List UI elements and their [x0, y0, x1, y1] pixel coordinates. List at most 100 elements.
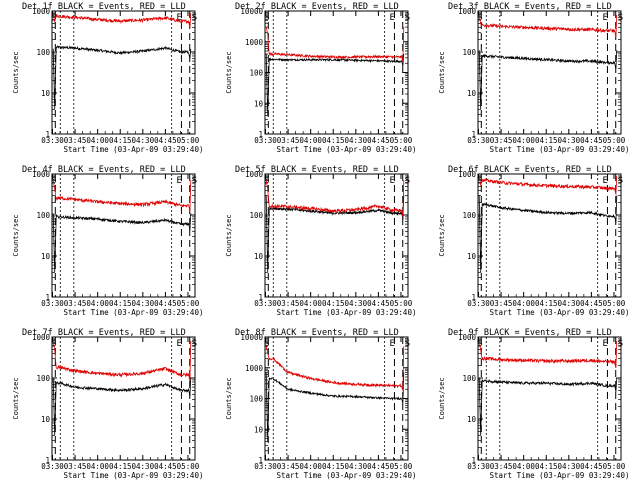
series-line-events	[265, 372, 405, 442]
y-axis-label: Counts/sec	[225, 214, 233, 256]
marker-letter: S	[405, 339, 410, 349]
y-tick-label: 10	[467, 89, 477, 98]
y-tick-label: 10	[41, 89, 51, 98]
series-line-events	[478, 195, 618, 273]
x-tick-label: 05:00	[390, 462, 413, 471]
x-tick-label: 03:45	[64, 136, 87, 145]
y-tick-label: 1000	[458, 7, 477, 16]
x-tick-label: 03:30	[467, 136, 490, 145]
y-axis-label: Counts/sec	[225, 377, 233, 419]
chart-title: Det 8f BLACK = Events, RED = LLD	[235, 328, 399, 338]
marker-letter: E	[389, 13, 394, 23]
x-tick-label: 04:30	[132, 462, 155, 471]
y-tick-label: 10000	[240, 333, 263, 342]
chart-panel-6: Det 6f BLACK = Events, RED = LLD 1 10 100 10…	[438, 165, 629, 317]
marker-letter: S	[51, 176, 56, 186]
chart-panel-5: Det 5f BLACK = Events, RED = LLD 1 10 100 10…	[225, 165, 416, 317]
x-tick-label: 05:00	[177, 136, 200, 145]
x-tick-label: 03:30	[254, 136, 277, 145]
x-tick-label: 04:30	[132, 299, 155, 308]
y-tick-label: 10	[254, 425, 264, 434]
marker-letter: E	[176, 339, 181, 349]
x-tick-label: 04:30	[345, 136, 368, 145]
chart-title: Det 7f BLACK = Events, RED = LLD	[22, 328, 186, 338]
x-tick-label: 04:15	[322, 462, 345, 471]
y-tick-label: 1000	[458, 170, 477, 179]
x-tick-label: 04:45	[154, 462, 177, 471]
y-tick-label: 10	[467, 415, 477, 424]
marker-letter: S	[405, 13, 410, 23]
x-tick-label: 05:00	[177, 462, 200, 471]
x-tick-label: 03:45	[490, 462, 513, 471]
marker-letter: S	[618, 339, 623, 349]
x-tick-label: 04:30	[558, 136, 581, 145]
y-axis-label: Counts/sec	[12, 214, 20, 256]
x-axis-label: Start Time (03-Apr-09 03:29:40)	[277, 145, 417, 154]
x-tick-label: 05:00	[177, 299, 200, 308]
y-axis-label: Counts/sec	[438, 377, 446, 419]
y-tick-label: 100	[249, 395, 263, 404]
series-line-lld	[52, 340, 192, 382]
y-tick-label: 1	[45, 456, 50, 465]
x-tick-label: 04:45	[154, 136, 177, 145]
x-tick-label: 04:45	[367, 299, 390, 308]
x-tick-label: 04:00	[86, 462, 109, 471]
x-axis-label: Start Time (03-Apr-09 03:29:40)	[277, 308, 417, 317]
x-tick-label: 04:15	[109, 462, 132, 471]
x-tick-label: 03:45	[490, 299, 513, 308]
y-tick-label: 100	[36, 48, 50, 57]
y-tick-label: 1000	[458, 333, 477, 342]
marker-letter: E	[176, 13, 181, 23]
plot-frame	[477, 173, 622, 298]
y-tick-label: 1000	[245, 170, 264, 179]
y-tick-label: 1	[471, 130, 476, 139]
x-tick-label: 05:00	[603, 136, 626, 145]
y-tick-label: 1000	[245, 38, 264, 47]
y-tick-label: 100	[462, 48, 476, 57]
y-tick-label: 1	[45, 293, 50, 302]
x-tick-label: 03:45	[64, 462, 87, 471]
x-tick-label: 04:00	[512, 462, 535, 471]
y-axis-label: Counts/sec	[438, 51, 446, 93]
x-axis-label: Start Time (03-Apr-09 03:29:40)	[64, 308, 204, 317]
y-tick-label: 1	[258, 130, 263, 139]
x-tick-label: 03:45	[277, 136, 300, 145]
y-tick-label: 1	[471, 293, 476, 302]
x-axis-label: Start Time (03-Apr-09 03:29:40)	[490, 471, 630, 480]
x-tick-label: 03:30	[254, 299, 277, 308]
x-tick-label: 04:30	[345, 462, 368, 471]
y-tick-label: 1	[258, 456, 263, 465]
series-line-events	[52, 377, 192, 436]
y-tick-label: 10	[467, 252, 477, 261]
y-axis-label: Counts/sec	[225, 51, 233, 93]
series-line-lld	[265, 180, 405, 217]
marker-letter: S	[192, 13, 197, 23]
chart-title: Det 3f BLACK = Events, RED = LLD	[448, 2, 612, 12]
x-tick-label: 04:45	[367, 136, 390, 145]
y-tick-label: 1	[258, 293, 263, 302]
y-tick-label: 100	[462, 374, 476, 383]
chart-panel-8: Det 8f BLACK = Events, RED = LLD 1 10 100 10…	[225, 328, 416, 480]
x-tick-label: 04:30	[558, 462, 581, 471]
series-line-events	[265, 53, 405, 116]
y-tick-label: 10	[254, 99, 264, 108]
x-tick-label: 03:30	[467, 299, 490, 308]
x-tick-label: 04:15	[322, 136, 345, 145]
x-tick-label: 04:30	[345, 299, 368, 308]
x-tick-label: 03:45	[277, 299, 300, 308]
x-tick-label: 04:15	[109, 299, 132, 308]
series-line-events	[478, 50, 618, 110]
series-line-events	[265, 195, 405, 273]
x-tick-label: 04:30	[132, 136, 155, 145]
x-tick-label: 04:00	[512, 136, 535, 145]
x-tick-label: 05:00	[603, 462, 626, 471]
series-line-lld	[52, 12, 192, 28]
marker-letter: S	[264, 176, 269, 186]
marker-letter: S	[264, 13, 269, 23]
x-axis-label: Start Time (03-Apr-09 03:29:40)	[490, 145, 630, 154]
x-tick-label: 04:30	[558, 299, 581, 308]
x-tick-label: 03:30	[254, 462, 277, 471]
x-tick-label: 04:15	[322, 299, 345, 308]
x-tick-label: 03:30	[41, 299, 64, 308]
